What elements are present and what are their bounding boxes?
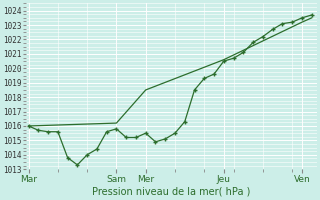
X-axis label: Pression niveau de la mer( hPa ): Pression niveau de la mer( hPa ) [92,187,251,197]
